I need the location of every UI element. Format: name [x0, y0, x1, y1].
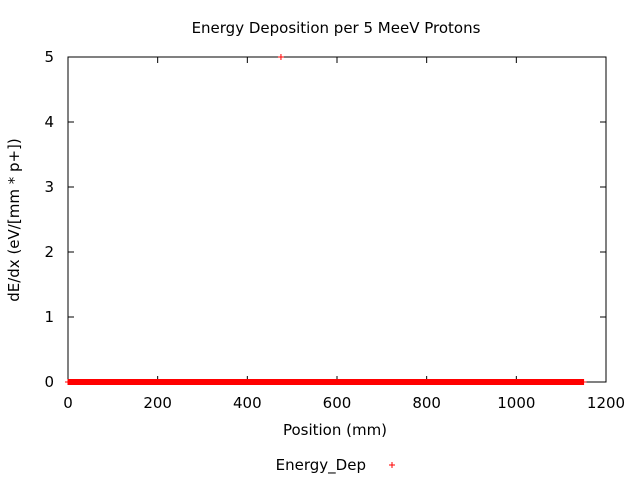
- legend: Energy_Dep: [276, 456, 395, 475]
- y-tick-label: 0: [44, 373, 54, 391]
- y-axis-label: dE/dx (eV/[mm * p+]): [5, 138, 23, 302]
- y-tick-label: 4: [44, 113, 54, 131]
- x-axis-label: Position (mm): [283, 421, 387, 439]
- data-point: [580, 379, 587, 385]
- series-energy-dep: [65, 54, 587, 385]
- y-tick-label: 5: [44, 48, 54, 66]
- x-ticks: 0 200 400 600 800 1000 1200: [63, 57, 625, 412]
- y-tick-label: 3: [44, 178, 54, 196]
- legend-label: Energy_Dep: [276, 456, 366, 475]
- y-tick-label: 1: [44, 308, 54, 326]
- y-ticks: 0 1 2 3 4 5: [44, 48, 606, 391]
- x-tick-label: 0: [63, 394, 73, 412]
- x-tick-label: 600: [323, 394, 352, 412]
- data-point-outlier: [277, 54, 284, 60]
- x-tick-label: 1200: [587, 394, 625, 412]
- chart-title: Energy Deposition per 5 MeeV Protons: [192, 19, 481, 37]
- y-tick-label: 2: [44, 243, 54, 261]
- x-tick-label: 800: [412, 394, 441, 412]
- plot-frame: [67, 56, 607, 383]
- legend-marker: [389, 462, 395, 468]
- x-tick-label: 400: [233, 394, 262, 412]
- legend-marker-plus: [389, 462, 395, 468]
- x-tick-label: 200: [143, 394, 172, 412]
- x-tick-label: 1000: [497, 394, 535, 412]
